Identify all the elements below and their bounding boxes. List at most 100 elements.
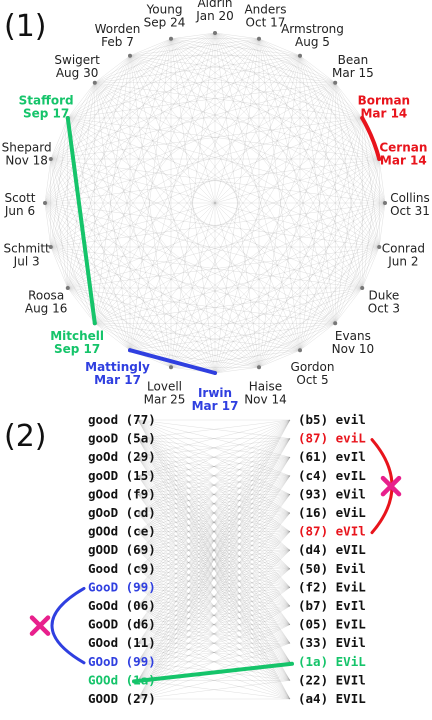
left-entry-good: GOOD (27) <box>88 691 156 706</box>
label-shepard: Shepard Nov 18 <box>2 141 52 168</box>
chord-line <box>50 158 95 324</box>
hash-value: (ce) <box>126 524 156 539</box>
hash-value: (c4) <box>298 468 328 483</box>
label-mitchell: Mitchell Sep 17 <box>50 329 104 356</box>
chord-line <box>129 350 260 368</box>
right-entry-evil: (b7) EvIl <box>298 598 366 613</box>
right-entry-evil: (a4) EVIL <box>298 691 366 706</box>
chord-line <box>258 202 386 368</box>
link-line <box>137 419 291 439</box>
chord-line <box>44 202 336 324</box>
chord-line <box>44 82 336 204</box>
node-dot-haise <box>256 365 261 370</box>
link-line <box>137 419 291 625</box>
word: GOOD <box>88 691 118 706</box>
chord-line <box>44 38 172 204</box>
chord-line <box>50 158 336 324</box>
chord-line <box>44 202 51 248</box>
birthday: Sep 24 <box>144 16 186 30</box>
link-line <box>137 531 291 700</box>
word: eVIL <box>336 542 367 557</box>
chord-line <box>170 287 363 368</box>
chord-line <box>362 246 380 289</box>
label-stafford: Stafford Sep 17 <box>19 94 74 121</box>
panel-2-label: (2) <box>4 419 47 454</box>
link-line <box>137 494 291 700</box>
chord-line <box>129 55 380 160</box>
chord-line <box>50 117 68 160</box>
chord-line <box>50 117 363 248</box>
left-entry-good: GOOd (1a) <box>88 672 156 687</box>
chord-line <box>94 82 301 351</box>
chord-line <box>50 82 95 160</box>
birthday: Jun 2 <box>387 254 418 268</box>
astronaut-name: Anders <box>244 3 286 17</box>
chord-line <box>214 32 260 39</box>
chord-line <box>129 55 172 368</box>
chord-line <box>258 38 363 119</box>
astronaut-name: Aldrin <box>197 0 232 10</box>
birthday: Oct 31 <box>390 204 430 218</box>
word: good <box>88 412 118 427</box>
label-duke: Duke Oct 3 <box>368 289 400 316</box>
chord-line <box>67 117 172 368</box>
link-line <box>137 419 291 458</box>
chord-line <box>44 158 380 204</box>
chord-line <box>129 38 260 56</box>
chord-line <box>335 117 363 324</box>
chord-line <box>258 117 363 368</box>
astronaut-name: Borman <box>358 94 410 108</box>
chord-line <box>170 38 301 351</box>
chord-line <box>50 158 260 368</box>
link-line <box>137 438 291 700</box>
word: evil <box>336 412 366 427</box>
chord-line <box>258 38 301 56</box>
astronaut-name: Armstrong <box>281 22 344 36</box>
chord-line <box>258 38 363 289</box>
chord-line <box>44 202 363 289</box>
chord-line <box>170 38 216 374</box>
chord-line <box>129 246 380 351</box>
chord-line <box>44 202 95 324</box>
link-line <box>137 419 291 700</box>
highlight-stafford-mitchell <box>65 116 97 326</box>
astronaut-name: Mitchell <box>50 329 104 343</box>
label-armstrong: Armstrong Aug 5 <box>281 22 344 49</box>
right-entry-evil: (1a) EViL <box>298 654 366 669</box>
panel-1-label: (1) <box>4 9 47 44</box>
hash-value: (99) <box>126 654 156 669</box>
right-entry-evil: (c4) evIL <box>298 468 366 483</box>
word: EviL <box>336 579 367 594</box>
chord-line <box>94 55 301 324</box>
node-dot-anders <box>256 36 261 41</box>
label-conrad: Conrad Jun 2 <box>382 241 425 268</box>
blue-bracket <box>50 586 86 665</box>
astronaut-name: Mattingly <box>85 360 150 374</box>
birthday: Nov 14 <box>244 392 287 406</box>
right-entry-evil: (93) eVil <box>298 486 366 501</box>
label-evans: Evans Nov 10 <box>332 329 375 356</box>
hash-mesh <box>137 419 291 700</box>
link-line <box>137 419 291 514</box>
chord-line <box>50 246 301 351</box>
chord-line <box>362 158 380 289</box>
right-column: (b5) evil (87) eviL (61) evIl (c4) evIL (93)… <box>298 412 366 706</box>
node-dot-conrad <box>377 244 382 249</box>
hash-value: (11) <box>126 635 156 650</box>
hash-value: (69) <box>126 542 156 557</box>
chord-line <box>94 287 363 324</box>
panel-1-highlights <box>65 116 382 375</box>
astronaut-name: Worden <box>95 22 141 36</box>
chord-line <box>129 158 380 351</box>
link-line <box>137 475 291 700</box>
chord-line <box>44 158 51 204</box>
chord-line <box>129 82 336 351</box>
label-bean: Bean Mar 15 <box>332 53 374 80</box>
node-dot-gordon <box>298 348 302 353</box>
link-line <box>137 457 291 700</box>
hash-value: (87) <box>298 431 328 446</box>
chord-line <box>129 38 260 351</box>
chord-line <box>299 55 380 248</box>
chord-line <box>50 117 68 248</box>
birthday: Jan 20 <box>195 9 234 23</box>
